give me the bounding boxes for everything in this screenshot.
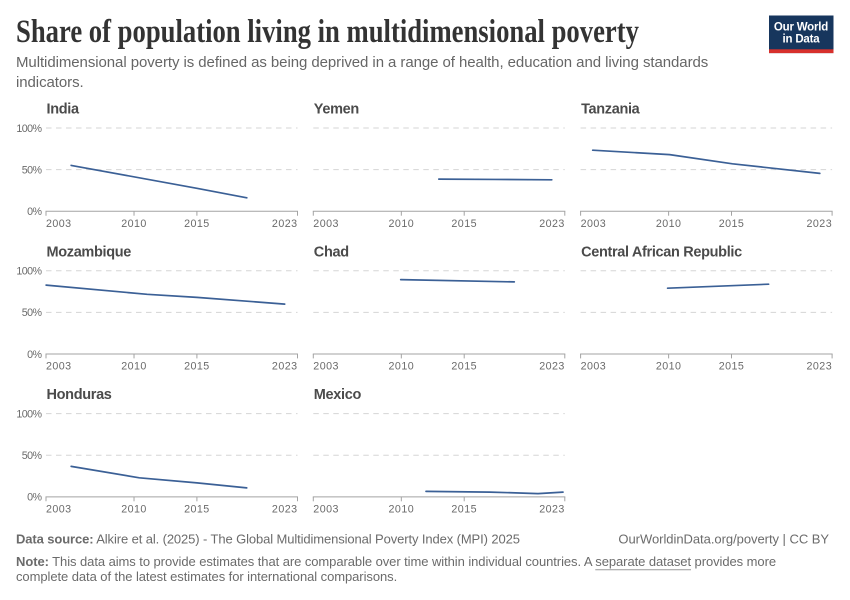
svg-text:0%: 0% (27, 492, 42, 504)
svg-text:Multidimensional poverty is de: Multidimensional poverty is defined as b… (16, 54, 708, 71)
svg-text:Mozambique: Mozambique (47, 244, 132, 260)
svg-text:2023: 2023 (807, 218, 833, 230)
svg-text:2015: 2015 (184, 218, 210, 230)
svg-text:100%: 100% (16, 408, 42, 420)
svg-text:2015: 2015 (719, 361, 745, 373)
svg-text:2023: 2023 (272, 504, 298, 516)
svg-text:indicators.: indicators. (16, 74, 84, 91)
svg-text:2010: 2010 (121, 504, 147, 516)
svg-text:2003: 2003 (581, 218, 607, 230)
svg-text:2003: 2003 (581, 361, 607, 373)
svg-text:Tanzania: Tanzania (581, 102, 641, 118)
svg-text:Mexico: Mexico (314, 387, 362, 403)
svg-text:2003: 2003 (313, 218, 339, 230)
svg-text:Yemen: Yemen (314, 102, 359, 118)
svg-text:2010: 2010 (389, 361, 415, 373)
svg-text:2015: 2015 (451, 218, 477, 230)
svg-text:50%: 50% (22, 450, 43, 462)
svg-text:2015: 2015 (451, 361, 477, 373)
svg-text:2003: 2003 (313, 361, 339, 373)
svg-text:2010: 2010 (656, 218, 682, 230)
svg-text:Our World: Our World (774, 21, 828, 33)
svg-text:0%: 0% (27, 206, 42, 218)
svg-text:2003: 2003 (46, 504, 72, 516)
svg-text:Share of population living in: Share of population living in multidimen… (16, 13, 639, 49)
svg-text:2015: 2015 (451, 504, 477, 516)
svg-text:2010: 2010 (121, 361, 147, 373)
svg-text:India: India (47, 102, 80, 118)
svg-text:2003: 2003 (46, 218, 72, 230)
svg-text:2023: 2023 (539, 218, 565, 230)
svg-text:Chad: Chad (314, 244, 349, 260)
svg-text:Central African Republic: Central African Republic (581, 244, 742, 260)
svg-text:OurWorldinData.org/poverty | C: OurWorldinData.org/poverty | CC BY (618, 532, 829, 547)
svg-text:2023: 2023 (272, 361, 298, 373)
svg-text:Data source: Alkire et al. (20: Data source: Alkire et al. (2025) - The … (16, 532, 520, 547)
svg-text:2003: 2003 (46, 361, 72, 373)
svg-text:100%: 100% (16, 266, 42, 278)
svg-text:2023: 2023 (807, 361, 833, 373)
svg-text:Note: This data aims to provid: Note: This data aims to provide estimate… (16, 554, 776, 569)
svg-text:2015: 2015 (719, 218, 745, 230)
svg-text:2010: 2010 (656, 361, 682, 373)
svg-text:2023: 2023 (272, 218, 298, 230)
svg-text:2010: 2010 (121, 218, 147, 230)
svg-text:2003: 2003 (313, 504, 339, 516)
svg-text:2015: 2015 (184, 504, 210, 516)
svg-text:2010: 2010 (389, 218, 415, 230)
svg-text:100%: 100% (16, 123, 42, 135)
svg-text:in Data: in Data (783, 34, 821, 46)
svg-text:0%: 0% (27, 349, 42, 361)
svg-text:2023: 2023 (539, 504, 565, 516)
svg-text:2010: 2010 (389, 504, 415, 516)
svg-text:complete data of the latest es: complete data of the latest estimates fo… (16, 569, 397, 584)
svg-text:Honduras: Honduras (47, 387, 112, 403)
svg-text:2015: 2015 (184, 361, 210, 373)
svg-text:50%: 50% (22, 164, 43, 176)
svg-text:2023: 2023 (539, 361, 565, 373)
svg-text:50%: 50% (22, 307, 43, 319)
